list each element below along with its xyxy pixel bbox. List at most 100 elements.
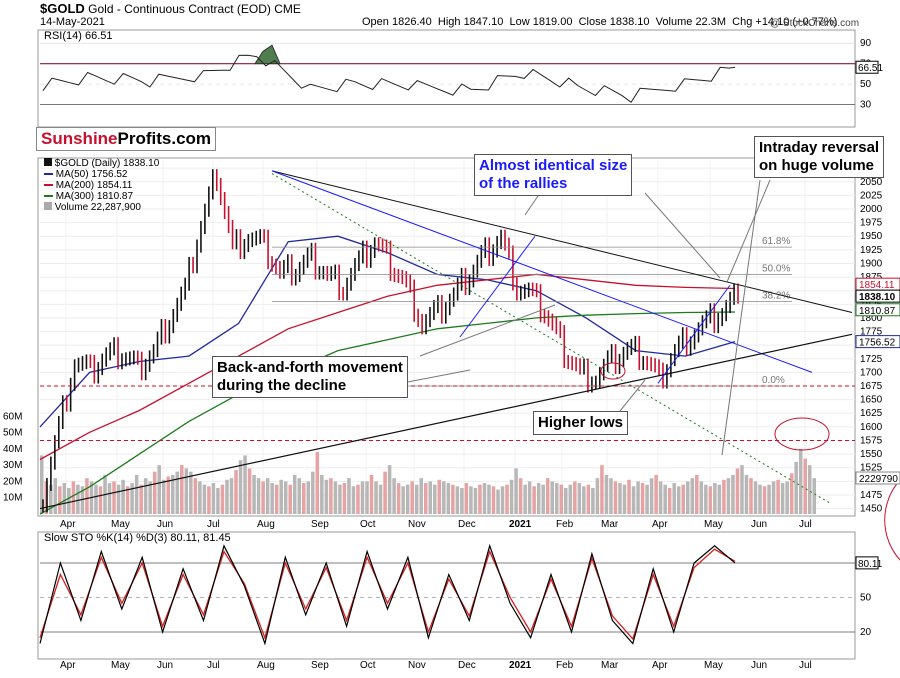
volume-bar [582, 486, 586, 514]
chg-value: +14.10 (+0.77%) [755, 16, 838, 28]
resistance-trendline [271, 170, 853, 313]
volume-bar [695, 474, 699, 514]
volume-y-tick: 30M [3, 460, 22, 471]
rsi-panel [37, 29, 856, 128]
volume-bar [265, 478, 270, 514]
volume-bar [753, 481, 758, 514]
price-y-tick: 1625 [860, 408, 883, 419]
price-x-tick: Dec [458, 519, 476, 530]
volume-y-tick: 50M [3, 428, 22, 439]
volume-bar [76, 484, 80, 514]
price-y-tick: 1600 [860, 422, 883, 433]
callout-pointer [721, 179, 761, 456]
brand-part1: Sunshine [41, 129, 118, 148]
volume-bar [663, 484, 667, 514]
volume-bar [713, 483, 717, 514]
volume-bar [360, 481, 365, 514]
callout-reversal: Intraday reversal on huge volume [754, 136, 885, 178]
volume-bar [731, 474, 735, 514]
volume-bar [704, 484, 708, 514]
volume-bar [423, 483, 428, 514]
chart-date: 14-May-2021 [40, 16, 105, 28]
callout-higher-lows: Higher lows [533, 411, 629, 435]
volume-bar [564, 487, 568, 514]
volume-bar [414, 484, 419, 514]
volume-bar [622, 484, 627, 514]
volume-bar [53, 478, 58, 514]
volume-bar [496, 489, 500, 514]
volume-bar [803, 458, 807, 514]
price-x-tick: Jul [799, 519, 812, 530]
volume-bar [383, 471, 387, 514]
sto-x-tick: Jul [207, 660, 220, 671]
volume-bar [320, 474, 324, 514]
volume-bar [654, 474, 658, 514]
volume-bar [586, 484, 591, 514]
sto-y-tick: 50 [860, 593, 872, 604]
price-tag-box [855, 335, 900, 349]
price-y-tick: 1775 [860, 327, 883, 338]
volume-bar [591, 487, 595, 514]
fib-level-label: 61.8% [762, 236, 790, 247]
volume-bar [324, 479, 329, 514]
volume-bar [329, 478, 333, 514]
price-x-tick: Nov [408, 519, 426, 530]
volume-bar [207, 486, 211, 514]
callout-back-and-forth: Back-and-forth movement during the decli… [212, 356, 408, 398]
volume-bar [672, 483, 676, 514]
low-label: Low [509, 16, 530, 28]
price-x-tick: Apr [60, 519, 76, 530]
volume-bar [270, 483, 274, 514]
price-y-tick: 1575 [860, 435, 883, 446]
volume-bar [776, 479, 780, 514]
volume-bar [112, 481, 116, 514]
volume-bar [455, 486, 460, 514]
volume-bar [58, 486, 62, 514]
volume-bar [460, 487, 464, 514]
volume-bar [166, 476, 171, 514]
rally-line-2 [657, 284, 731, 384]
legend-ma50: MA(50) 1756.52 [44, 169, 159, 180]
volume-bar [392, 478, 396, 514]
price-y-tick: 1875 [860, 272, 883, 283]
price-y-tick: 2000 [860, 204, 883, 215]
volume-bar [514, 468, 518, 514]
low-ellipse [600, 362, 626, 380]
volume-bar [451, 484, 455, 514]
callout-pointer [524, 192, 541, 216]
sto-x-tick: Jun [157, 660, 173, 671]
ohlc-readout: Open 1826.40 High 1847.10 Low 1819.00 Cl… [362, 16, 837, 28]
volume-bar [85, 478, 89, 514]
sto-x-tick: Aug [257, 660, 275, 671]
volume-bar [442, 481, 446, 514]
volume-bar [338, 484, 342, 514]
volume-bar [378, 484, 383, 514]
target-arc [884, 479, 900, 561]
legend-price: $GOLD (Daily) 1838.10 [44, 158, 159, 169]
sto-x-tick: May [111, 660, 130, 671]
volume-bar [667, 487, 672, 514]
volume-bar [121, 479, 125, 514]
volume-bar [49, 484, 53, 514]
volume-bar [202, 484, 207, 514]
rsi-y-tick: 30 [860, 100, 872, 111]
volume-bar [744, 474, 749, 514]
sto-value-label: 80.11 [858, 559, 883, 570]
rsi-value-label: 66.51 [858, 63, 883, 74]
volume-bar [247, 468, 252, 514]
instrument-name: Gold - Continuous Contract (EOD) [88, 2, 271, 16]
fib-level-label: 38.2% [762, 291, 790, 302]
price-x-tick: Jun [157, 519, 173, 530]
volume-bar [767, 484, 771, 514]
price-tag-label: 1756.52 [859, 338, 896, 349]
volume-bar [812, 478, 816, 514]
volume-bar [152, 471, 157, 514]
volume-bar [636, 481, 640, 514]
rsi-value-box [855, 60, 879, 74]
close-value: 1838.10 [609, 16, 650, 28]
legend-ma200: MA(200) 1854.11 [44, 180, 159, 191]
volume-bar [554, 483, 559, 514]
volume-bar [302, 483, 306, 514]
